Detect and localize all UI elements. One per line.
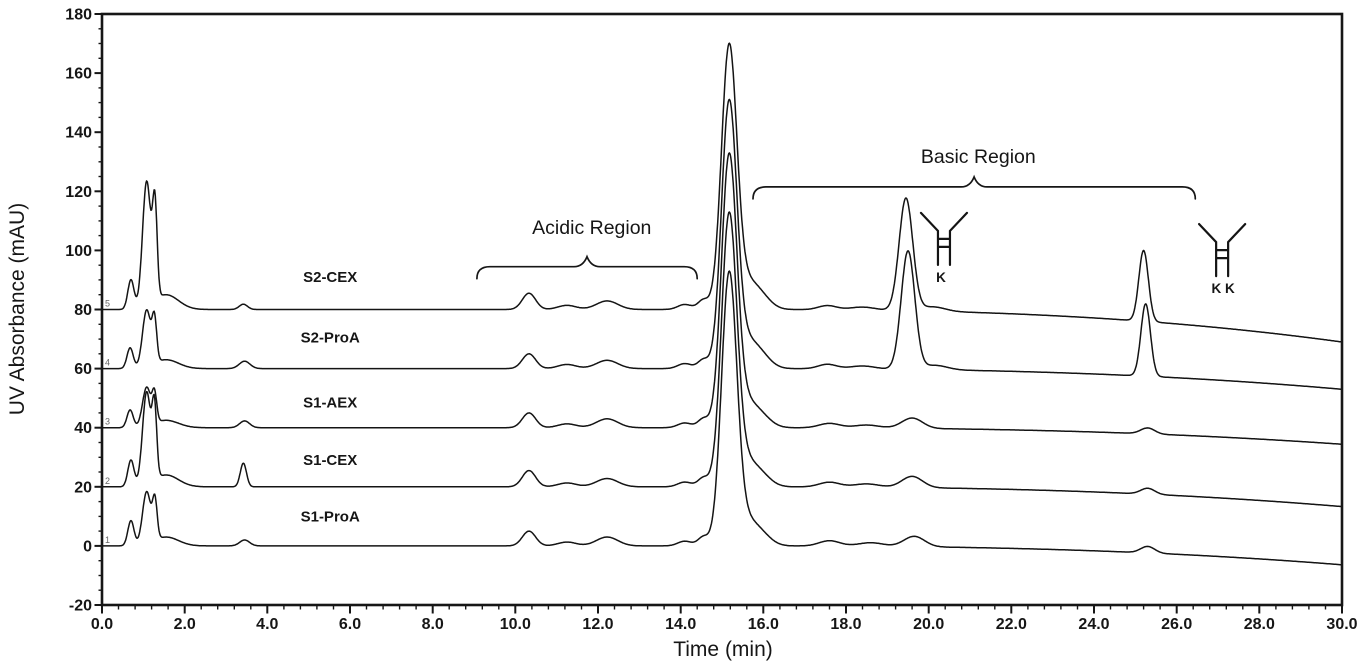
trace-number-2: 2 xyxy=(105,476,110,486)
basic-region-brace xyxy=(752,174,1197,200)
trace-label-s1-aex: S1-AEX xyxy=(303,395,357,412)
axis-ticks: -20 0 20 40 60 80 100 120 140 160 180 0.0 2.0 4.0 6.0 8… xyxy=(65,7,1357,634)
trace-s1-aex xyxy=(101,152,1343,445)
x-tick-label: 18.0 xyxy=(830,616,861,633)
x-tick-label: 20.0 xyxy=(913,616,944,633)
x-tick-label: 4.0 xyxy=(256,616,278,633)
trace-label-s2-cex: S2-CEX xyxy=(303,269,357,286)
x-axis-title: Time (min) xyxy=(673,638,773,661)
y-tick-label: 80 xyxy=(74,302,92,319)
plot-border xyxy=(100,12,1344,607)
antibody-1k-icon xyxy=(919,211,969,266)
x-tick-label: 10.0 xyxy=(500,616,531,633)
y-tick-label: 120 xyxy=(65,184,92,201)
x-tick-label: 12.0 xyxy=(582,616,613,633)
y-tick-label: -20 xyxy=(69,598,92,615)
trace-number-4: 4 xyxy=(105,358,110,368)
y-tick-label: 100 xyxy=(65,243,92,260)
plot-annotations: S1-ProA 1 S1-CEX 2 S1-AEX 3 S2-ProA 4 S2-CEX 5 Aci… xyxy=(105,146,1247,545)
y-tick-label: 40 xyxy=(74,420,92,437)
acidic-region-label: Acidic Region xyxy=(532,217,651,239)
x-tick-label: 14.0 xyxy=(665,616,696,633)
antibody-2k-icon xyxy=(1198,223,1247,278)
y-tick-label: 60 xyxy=(74,361,92,378)
x-tick-label: 2.0 xyxy=(174,616,196,633)
x-tick-label: 26.0 xyxy=(1161,616,1192,633)
y-tick-label: 140 xyxy=(65,125,92,142)
x-tick-label: 0.0 xyxy=(91,616,113,633)
x-tick-label: 24.0 xyxy=(1078,616,1109,633)
basic-region-label: Basic Region xyxy=(921,146,1036,168)
y-tick-label: 180 xyxy=(65,7,92,24)
y-tick-label: 160 xyxy=(65,66,92,83)
trace-s2-cex xyxy=(101,42,1343,343)
trace-s1-proa xyxy=(101,270,1343,566)
x-tick-label: 30.0 xyxy=(1326,616,1357,633)
trace-lines xyxy=(101,42,1343,566)
x-tick-label: 22.0 xyxy=(996,616,1027,633)
trace-label-s2-proa: S2-ProA xyxy=(301,330,360,347)
x-tick-label: 6.0 xyxy=(339,616,361,633)
y-tick-label: 0 xyxy=(83,538,92,555)
trace-number-1: 1 xyxy=(105,535,110,545)
x-tick-label: 28.0 xyxy=(1244,616,1275,633)
trace-label-s1-proa: S1-ProA xyxy=(301,508,360,525)
y-tick-label: 20 xyxy=(74,479,92,496)
acidic-region-brace xyxy=(476,254,699,280)
antibody-1k-label: K xyxy=(936,270,946,285)
trace-label-s1-cex: S1-CEX xyxy=(303,452,357,469)
x-tick-label: 16.0 xyxy=(748,616,779,633)
trace-s2-proa xyxy=(101,98,1343,391)
trace-s1-cex xyxy=(101,211,1343,508)
trace-number-3: 3 xyxy=(105,417,110,427)
trace-number-5: 5 xyxy=(105,299,110,309)
antibody-2k-label: K K xyxy=(1211,281,1235,296)
y-axis-title: UV Absorbance (mAU) xyxy=(6,203,29,415)
x-tick-label: 8.0 xyxy=(422,616,444,633)
